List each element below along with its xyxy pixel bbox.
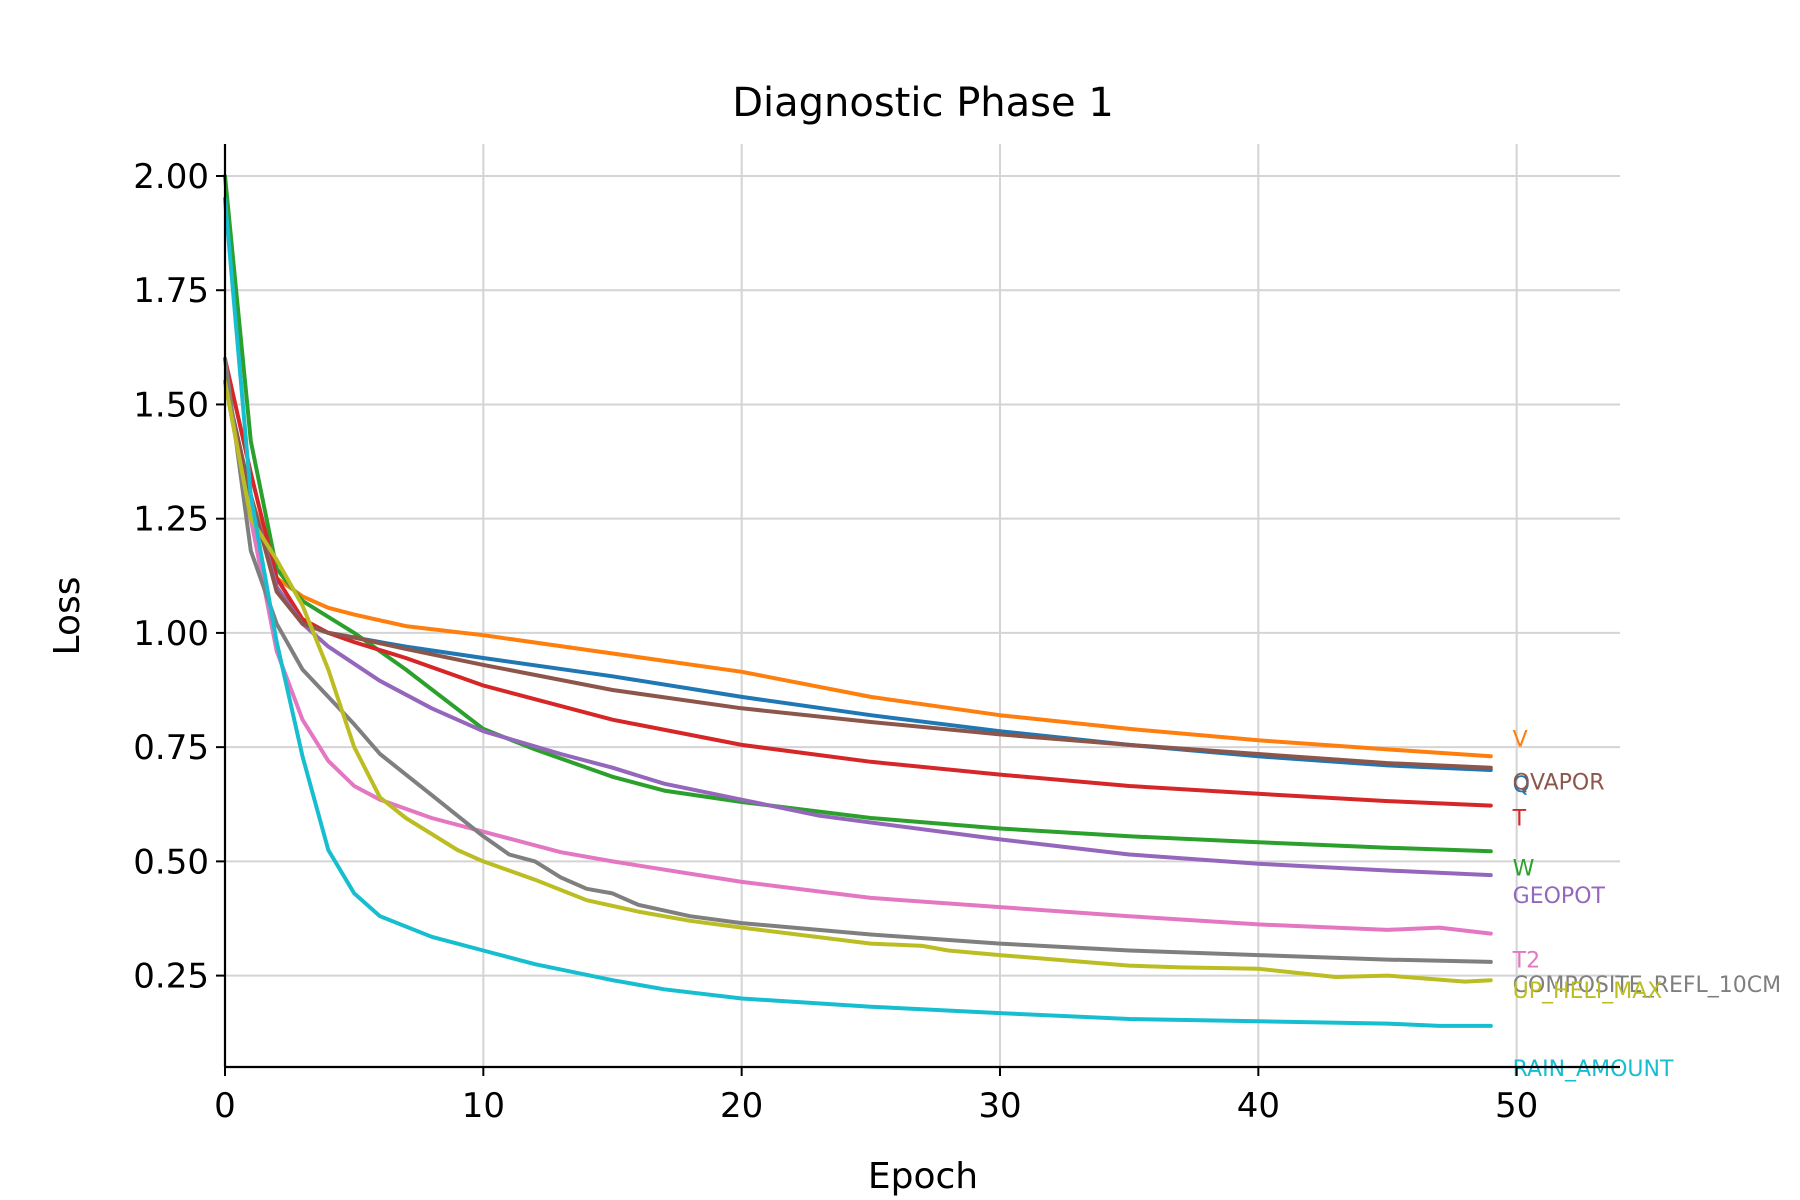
series-line-w [223, 174, 1493, 854]
chart-title: Diagnostic Phase 1 [732, 80, 1114, 126]
y-tick-label: 1.25 [133, 500, 209, 540]
axes [223, 144, 1620, 1069]
y-tick-label: 1.00 [133, 614, 209, 654]
series-label-composite-refl-10cm: COMPOSITE_REFL_10CM [1513, 973, 1781, 998]
ticks: 0 10 20 30 40 50 0.25 0.50 0.75 1.00 1.25 1.50 1.75 2… [133, 157, 1538, 1126]
series-label-q: Q [1513, 773, 1530, 798]
series-lines [223, 174, 1493, 1028]
x-tick-label: 50 [1495, 1086, 1538, 1126]
y-tick-label: 0.25 [133, 957, 209, 997]
y-axis-label: Loss [47, 577, 88, 656]
y-tick-label: 1.75 [133, 271, 209, 311]
series-label-t2: T2 [1512, 949, 1540, 974]
series-label-up-heli-max: UP_HELI_MAX [1513, 979, 1663, 1004]
x-tick-label: 40 [1237, 1086, 1280, 1126]
series-labels: QV WT GEOPOT QVAPOR T2COMPOSITE_REFL_10CMUP_… [1512, 727, 1781, 1082]
series-line-q [223, 379, 1493, 772]
x-tick-label: 10 [462, 1086, 505, 1126]
y-tick-label: 2.00 [133, 157, 209, 197]
series-label-t: T [1512, 807, 1527, 832]
x-tick-label: 20 [720, 1086, 763, 1126]
x-axis-label: Epoch [868, 1156, 978, 1197]
y-tick-label: 1.50 [133, 385, 209, 425]
y-tick-label: 0.75 [133, 728, 209, 768]
series-label-rain-amount: RAIN_AMOUNT [1513, 1057, 1674, 1082]
series-label-geopot: GEOPOT [1513, 884, 1606, 909]
y-tick-label: 0.50 [133, 842, 209, 882]
series-line-t [223, 356, 1493, 808]
series-line-rain-amount [223, 196, 1493, 1028]
series-line-qvapor [223, 379, 1493, 770]
x-tick-label: 0 [214, 1086, 236, 1126]
series-label-v: V [1513, 727, 1528, 752]
grid [224, 144, 1620, 1067]
series-line-t2 [223, 379, 1493, 936]
series-label-qvapor: QVAPOR [1513, 771, 1605, 796]
x-tick-label: 30 [978, 1086, 1021, 1126]
series-line-composite-refl-10cm [223, 356, 1493, 964]
series-line-up-heli-max [223, 379, 1493, 984]
series-label-w: W [1513, 856, 1535, 881]
